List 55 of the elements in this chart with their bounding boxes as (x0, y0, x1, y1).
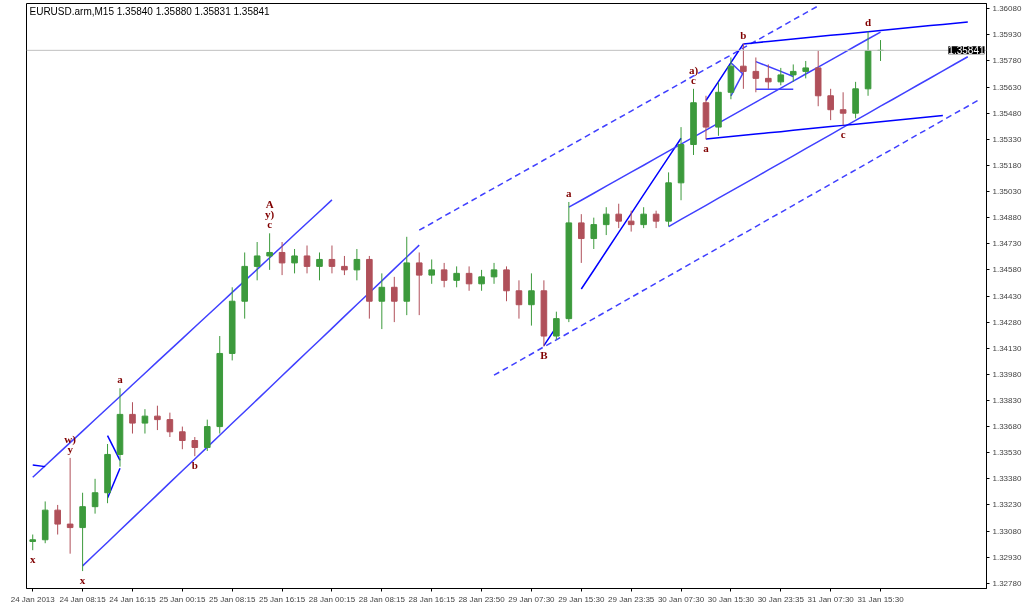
x-tick-label: 29 Jan 15:30 (558, 594, 605, 604)
x-tick-label: 25 Jan 16:15 (258, 594, 306, 604)
y-tick-label: 1.34880 (992, 213, 1022, 223)
x-tick-label: 31 Jan 07:30 (807, 594, 855, 604)
x-tick-label: 28 Jan 08:15 (358, 594, 406, 604)
x-tick-label: 24 Jan 16:15 (109, 594, 157, 604)
x-tick-label: 25 Jan 00:15 (159, 594, 207, 604)
y-tick-label: 1.34280 (992, 317, 1022, 327)
y-tick-label: 1.33080 (992, 526, 1022, 536)
y-tick-label: 1.34730 (992, 239, 1022, 249)
x-tick-label: 30 Jan 23:35 (757, 594, 805, 604)
y-tick-label: 1.36080 (992, 4, 1022, 14)
annotation: c (840, 128, 846, 141)
y-tick-label: 1.33530 (992, 448, 1022, 458)
y-tick-label: 1.35180 (992, 160, 1022, 170)
annotation: B (540, 349, 549, 362)
annotation: x (79, 574, 86, 587)
x-tick-label: 29 Jan 07:30 (508, 594, 556, 604)
y-tick-label: 1.33380 (992, 474, 1022, 484)
x-tick-label: 30 Jan 07:30 (657, 594, 705, 604)
annotation: y) (265, 208, 275, 222)
y-tick-label: 1.33230 (992, 500, 1022, 510)
y-tick-label: 1.32930 (992, 552, 1022, 562)
x-tick-label: 28 Jan 23:50 (458, 594, 506, 604)
x-tick-label: 28 Jan 16:15 (408, 594, 456, 604)
x-tick-label: 31 Jan 15:30 (857, 594, 905, 604)
y-tick-label: 1.34580 (992, 265, 1022, 275)
y-tick-label: 1.35030 (992, 187, 1022, 197)
y-tick-label: 1.34130 (992, 343, 1022, 353)
y-tick-label: 1.35780 (992, 56, 1022, 66)
annotation: x (29, 553, 36, 566)
y-tick-label: 1.35480 (992, 108, 1022, 118)
y-tick-label: 1.33680 (992, 422, 1022, 432)
y-tick-label: 1.35930 (992, 30, 1022, 40)
y-tick-label: 1.32780 (992, 578, 1022, 588)
annotation: a (703, 142, 710, 155)
ref-line-label: 1.35841 (948, 45, 985, 57)
y-tick-label: 1.35630 (992, 82, 1022, 92)
annotation: d (865, 16, 872, 29)
x-tick-label: 28 Jan 00:15 (308, 594, 356, 604)
y-tick-label: 1.33830 (992, 395, 1022, 405)
annotation: a (566, 186, 573, 199)
x-tick-label: 24 Jan 2013 (10, 594, 56, 604)
annotation: b (740, 28, 747, 41)
annotation: b (191, 459, 198, 472)
x-tick-label: 29 Jan 23:35 (608, 594, 655, 604)
chart-title: EURUSD.arm,M15 1.35840 1.35880 1.35831 1.35841 (29, 5, 271, 17)
y-tick-label: 1.34430 (992, 291, 1022, 301)
y-tick-label: 1.33980 (992, 369, 1022, 379)
x-tick-label: 25 Jan 08:15 (209, 594, 256, 604)
x-tick-label: 30 Jan 15:30 (707, 594, 755, 604)
annotation: A (265, 198, 274, 211)
y-tick-label: 1.35330 (992, 134, 1022, 144)
x-tick-label: 24 Jan 08:15 (59, 594, 107, 604)
annotation: a (117, 373, 124, 386)
